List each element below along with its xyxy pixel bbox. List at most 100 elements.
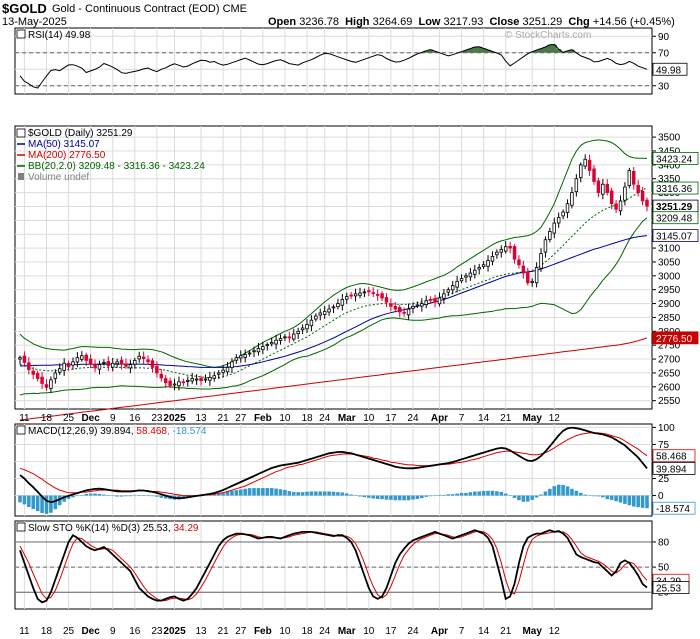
candle-body xyxy=(128,364,133,369)
macd-tag: 58.468 xyxy=(656,452,687,463)
macd-histogram-bar xyxy=(503,493,508,496)
candle-body xyxy=(596,180,601,193)
candle-body xyxy=(190,378,194,382)
candle-body xyxy=(239,355,243,359)
macd-histogram-bar xyxy=(530,495,534,500)
candle-body xyxy=(331,306,336,309)
rsi-value-tag-box xyxy=(652,62,688,76)
candle-body xyxy=(137,355,141,360)
macd-histogram-bar xyxy=(49,495,53,513)
candle-body xyxy=(406,308,411,316)
sto-x-label: 18 xyxy=(301,626,313,637)
price-tag-box xyxy=(652,181,699,195)
price-legend-entry: BB(20,2.0) 3209.48 - 3316.36 - 3423.24 xyxy=(28,161,205,172)
macd-histogram-bar xyxy=(278,489,283,496)
candle-body xyxy=(181,381,186,384)
candle-body xyxy=(314,315,318,320)
sto-x-label: 24 xyxy=(319,626,331,637)
price-x-label: 11 xyxy=(19,413,30,424)
macd-histogram-bar xyxy=(481,490,486,496)
candle-body xyxy=(287,336,292,339)
sto-tag-box xyxy=(652,581,690,595)
candle-body xyxy=(119,359,124,365)
candle-body xyxy=(345,296,349,300)
candle-body xyxy=(256,348,261,353)
price-tick-label: 3050 xyxy=(658,257,681,268)
candle-body xyxy=(503,246,508,252)
candle-body xyxy=(265,344,270,347)
macd-histogram-bar xyxy=(247,488,252,496)
candle-body xyxy=(605,184,609,193)
bb-lower-line xyxy=(19,217,648,396)
macd-histogram-bar xyxy=(636,495,640,508)
candle-body xyxy=(102,361,106,364)
macd-histogram-bar xyxy=(486,490,490,496)
macd-histogram-bar xyxy=(291,491,296,496)
macd-histogram-bar xyxy=(331,491,336,496)
candle-body xyxy=(420,303,424,307)
macd-histogram-bar xyxy=(587,495,592,497)
macd-histogram-bar xyxy=(517,495,521,501)
price-tick-label: 3450 xyxy=(658,146,681,157)
macd-histogram-bar xyxy=(521,495,526,502)
candle-body xyxy=(486,260,490,267)
price-x-label: Mar xyxy=(338,413,356,424)
macd-histogram-bar xyxy=(296,492,300,496)
price-x-label: 17 xyxy=(385,413,397,424)
candle-body xyxy=(124,363,128,367)
candle-body xyxy=(133,360,137,365)
price-x-label: Apr xyxy=(431,413,448,424)
macd-histogram-bar xyxy=(22,495,27,505)
candle-body xyxy=(44,384,49,388)
price-x-label: 18 xyxy=(301,413,313,424)
candle-body xyxy=(261,346,265,351)
sto-x-label: 11 xyxy=(19,626,30,637)
sto-title-main: Slow STO %K(14) %D(3) 25.53, xyxy=(28,523,173,534)
macd-tick-label: 0 xyxy=(658,491,664,502)
sto-x-label: 2025 xyxy=(163,626,186,637)
candle-body xyxy=(168,380,172,386)
macd-histogram-bar xyxy=(645,495,649,509)
macd-histogram-bar xyxy=(40,495,44,514)
candle-body xyxy=(243,354,247,358)
price-x-label: 24 xyxy=(319,413,331,424)
candle-body xyxy=(632,171,636,185)
candle-body xyxy=(415,304,420,307)
macd-histogram-bar xyxy=(495,491,499,496)
candle-body xyxy=(194,378,199,381)
candle-body xyxy=(583,158,587,167)
macd-histogram-bar xyxy=(353,495,358,496)
candle-body xyxy=(225,366,230,373)
candle-body xyxy=(640,190,645,202)
candle-body xyxy=(336,303,340,308)
candle-body xyxy=(473,269,477,275)
macd-line xyxy=(19,426,648,504)
candle-body xyxy=(318,312,322,316)
macd-tag-box xyxy=(652,461,696,475)
macd-histogram-bar xyxy=(371,495,376,499)
price-tag-box xyxy=(652,211,699,225)
candle-body xyxy=(565,203,570,213)
price-legend-swatch xyxy=(16,128,26,138)
macd-histogram-bar xyxy=(75,495,80,497)
price-x-label: 12 xyxy=(549,413,561,424)
macd-histogram-bar xyxy=(163,495,168,499)
sto-x-label: 18 xyxy=(41,626,53,637)
candle-body xyxy=(614,203,618,210)
candle-body xyxy=(172,383,177,386)
macd-histogram-bar xyxy=(437,494,442,496)
price-tag-box xyxy=(652,229,699,242)
macd-histogram-bar xyxy=(71,495,75,498)
candle-body xyxy=(512,246,517,260)
price-x-label: 16 xyxy=(129,413,141,424)
macd-histogram-bar xyxy=(221,492,225,496)
price-x-label: 7 xyxy=(459,413,465,424)
macd-tag-box xyxy=(652,501,696,515)
price-x-label: 25 xyxy=(63,413,75,424)
macd-histogram-bar xyxy=(609,495,614,500)
macd-histogram-bar xyxy=(212,494,217,496)
candle-body xyxy=(216,372,221,375)
candle-body xyxy=(18,357,22,360)
price-x-label: 10 xyxy=(279,413,291,424)
candle-body xyxy=(424,300,428,306)
